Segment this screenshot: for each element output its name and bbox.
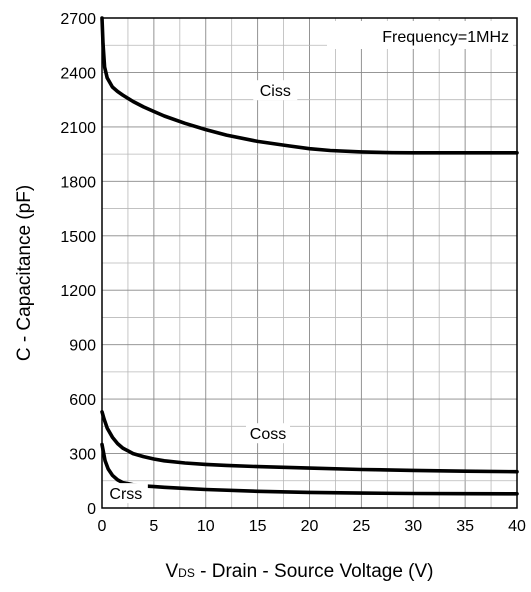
y-tick-label: 2400 [60,65,96,82]
x-tick-label: 30 [404,518,422,535]
y-tick-label: 600 [69,392,96,409]
x-tick-labels: 0 5 10 15 20 25 30 35 40 [98,518,526,535]
plot-frame [101,17,518,509]
series-label-bg [103,483,148,504]
y-tick-label: 2700 [60,11,96,28]
x-axis-label-subscript: DS [178,566,195,580]
series-line-ciss [100,16,519,155]
series-curves [100,16,519,496]
series-label-coss: Coss [250,426,286,443]
y-tick-label: 900 [69,338,96,355]
y-tick-label: 1500 [60,229,96,246]
y-tick-label: 2100 [60,120,96,137]
series-label-bg [246,423,290,444]
series-label-ciss: Ciss [260,83,291,100]
x-tick-label: 5 [149,518,158,535]
x-tick-label: 35 [456,518,474,535]
annotation-background [327,21,513,49]
x-axis-label-prefix: V [165,561,178,582]
series-label-crss: Crss [109,486,142,503]
x-tick-label: 15 [249,518,267,535]
y-tick-label: 1800 [60,174,96,191]
series-labels: Ciss Coss Crss [103,80,298,504]
x-axis-label: VDS - Drain - Source Voltage (V) [165,561,433,582]
grid [101,17,518,509]
y-axis-label: C - Capacitance (pF) [14,185,35,361]
y-tick-label: 300 [69,447,96,464]
x-axis-label-rest: - Drain - Source Voltage (V) [195,561,434,582]
x-tick-label: 40 [508,518,526,535]
x-tick-label: 0 [98,518,107,535]
y-tick-label: 0 [87,501,96,518]
y-tick-labels: 0 300 600 900 1200 1500 1800 2100 2400 2700 [60,11,96,518]
series-line-crss [100,442,519,496]
series-line-coss [100,410,519,474]
x-tick-label: 25 [352,518,370,535]
x-tick-label: 20 [301,518,319,535]
series-label-bg [253,80,298,101]
frequency-annotation: Frequency=1MHz [382,29,509,46]
y-tick-label: 1200 [60,283,96,300]
x-tick-label: 10 [197,518,215,535]
